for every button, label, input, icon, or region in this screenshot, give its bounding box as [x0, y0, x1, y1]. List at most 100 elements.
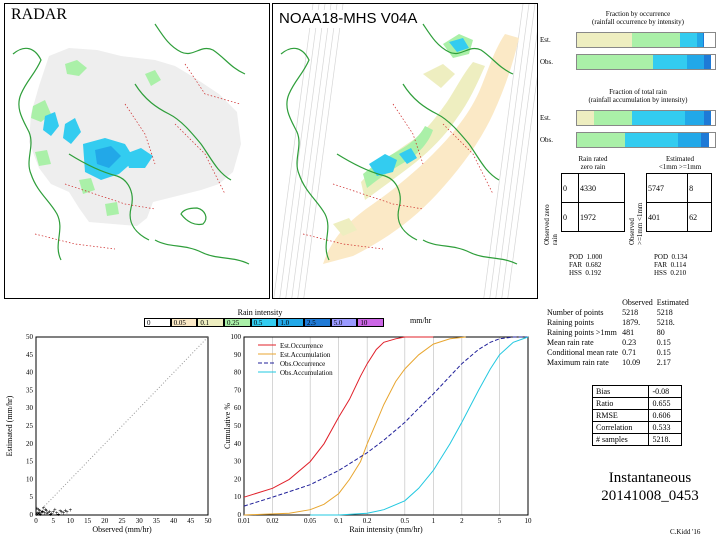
cum-y-tick: 30 — [234, 458, 242, 466]
scatter-point: + — [40, 509, 44, 515]
legend-unit: mm/hr — [410, 316, 432, 325]
ct-left-row-title: Observed zero rain — [543, 204, 559, 245]
legend-tick-label: 1.0 — [280, 319, 290, 327]
caption-line2: 20141008_0453 — [601, 488, 699, 504]
cum-legend-label: Est.Accumulation — [280, 351, 331, 359]
satellite-map — [273, 4, 537, 298]
far-value: 0.114 — [670, 261, 687, 269]
stats-label: Mean rain rate — [547, 337, 594, 347]
scatter-point: + — [63, 509, 67, 515]
summary-panel: Bias -0.08 Ratio 0.655 RMSE 0.606 Correlati… — [591, 385, 682, 446]
satellite-borders — [302, 103, 494, 250]
scatter-point: + — [45, 512, 49, 518]
stats-est: 80 — [656, 327, 665, 337]
scatter-point: + — [43, 511, 47, 517]
scatter-x-tick: 5 — [51, 517, 55, 525]
stats-obs: 0.71 — [622, 347, 637, 357]
occurrence-row-label: Obs. — [540, 58, 554, 66]
fraction-occurrence-bars: Est. Obs. — [540, 32, 716, 70]
radar-map — [5, 4, 269, 298]
scatter-y-tick: 50 — [26, 333, 34, 341]
occurrence-row-label: Est. — [540, 36, 551, 44]
occurrence-segment — [702, 33, 704, 47]
legend-tick-label: 5.0 — [333, 319, 343, 327]
hss-label: HSS — [569, 269, 582, 277]
occurrence-segment — [577, 55, 653, 69]
hss-label: HSS — [654, 269, 667, 277]
scatter-y-tick: 15 — [26, 458, 34, 466]
summary-label: Bias — [591, 385, 650, 398]
stats-head-estimated: Estimated — [656, 297, 689, 307]
fraction-occurrence-subtitle: (rainfall occurrence by intensity) — [592, 18, 684, 26]
stats-obs: 481 — [622, 327, 635, 337]
satellite-map-panel: NOAA18-MHS V04A — [272, 3, 538, 299]
scatter-point: + — [62, 511, 66, 517]
caption-line1: Instantaneous — [608, 470, 692, 486]
rain-fraction-row: Obs. — [540, 132, 716, 148]
cum-legend-label: Est.Occurrence — [280, 342, 323, 350]
pod-value: 1.000 — [586, 253, 603, 261]
fraction-rain-panel: Fraction of total rain (rainfall accumul… — [540, 88, 716, 150]
cum-y-tick: 70 — [234, 386, 242, 394]
occurrence-segment — [680, 33, 698, 47]
scatter-point: + — [38, 512, 42, 518]
scatter-x-tick: 0 — [34, 517, 38, 525]
stats-est: 5218 — [656, 307, 673, 317]
legend-swatch — [170, 318, 198, 327]
ct-right-table: 5747 8 401 62 — [645, 173, 712, 232]
cum-y-tick: 90 — [234, 351, 242, 359]
satellite-coastlines — [280, 23, 518, 265]
stats-label: Maximum rain rate — [547, 357, 609, 367]
radar-borders — [34, 63, 241, 250]
occurrence-row: Est. — [540, 32, 716, 48]
summary-value: 0.533 — [648, 421, 682, 434]
legend-tick-label: 2.5 — [307, 319, 316, 327]
scatter-y-label: Estimated (mm/hr) — [5, 395, 14, 456]
far-label: FAR — [654, 261, 668, 269]
scatter-point: + — [57, 512, 61, 518]
scatter-x-tick: 10 — [67, 517, 75, 525]
ct-left-table: 0 4330 0 1972 — [561, 173, 626, 232]
scatter-point: + — [48, 509, 52, 515]
rain-fraction-segment — [684, 111, 704, 125]
summary-label: RMSE — [591, 409, 650, 422]
scatter-x-tick: 30 — [136, 517, 144, 525]
cum-y-tick: 10 — [234, 493, 242, 501]
fraction-rain-bars: Est. Obs. — [540, 110, 716, 148]
scatter-x-tick: 20 — [101, 517, 109, 525]
scatter-point: + — [38, 512, 42, 518]
stats-label: Raining points >1mm — [547, 327, 617, 337]
scatter-point: + — [36, 512, 40, 518]
cum-x-tick: 0.05 — [304, 517, 317, 525]
radar-title: RADAR — [8, 6, 71, 24]
stats-label: Number of points — [547, 307, 604, 317]
legend-tick-label: 10 — [360, 319, 368, 327]
cum-x-tick: 0.01 — [238, 517, 251, 525]
cum-x-tick: 0.02 — [266, 517, 279, 525]
far-value: 0.682 — [585, 261, 602, 269]
rain-fraction-segment — [593, 111, 633, 125]
radar-map-panel: RADAR — [4, 3, 270, 299]
summary-value: 0.655 — [648, 397, 682, 410]
ct-right-cell: 8 — [687, 173, 712, 203]
ct-left-col-subtitle: zero rain — [580, 163, 606, 171]
rain-fraction-segment — [703, 111, 711, 125]
scatter-point: + — [65, 510, 69, 516]
table-row: Raining points 1879. 5218. — [545, 317, 691, 327]
summary-label: Ratio — [591, 397, 650, 410]
summary-value: 0.606 — [648, 409, 682, 422]
rain-fraction-segment — [625, 133, 678, 147]
stats-est: 5218. — [656, 317, 675, 327]
stats-table: Observed Estimated Number of points 5218 52… — [545, 297, 691, 367]
cum-series-line — [310, 336, 529, 516]
scatter-y-tick: 35 — [26, 386, 34, 394]
scatter-point: + — [50, 512, 54, 518]
satellite-title: NOAA18-MHS V04A — [276, 10, 421, 28]
scatter-point: + — [36, 511, 40, 517]
ct-right-scores: POD 0.134 FAR 0.114 HSS 0.210 — [654, 253, 716, 277]
legend-swatch — [144, 318, 171, 327]
summary-table: Bias -0.08 Ratio 0.655 RMSE 0.606 Correlati… — [591, 385, 682, 446]
cum-x-tick: 2 — [460, 517, 464, 525]
occurrence-bar — [576, 32, 716, 48]
satellite-rain-field — [323, 34, 519, 264]
